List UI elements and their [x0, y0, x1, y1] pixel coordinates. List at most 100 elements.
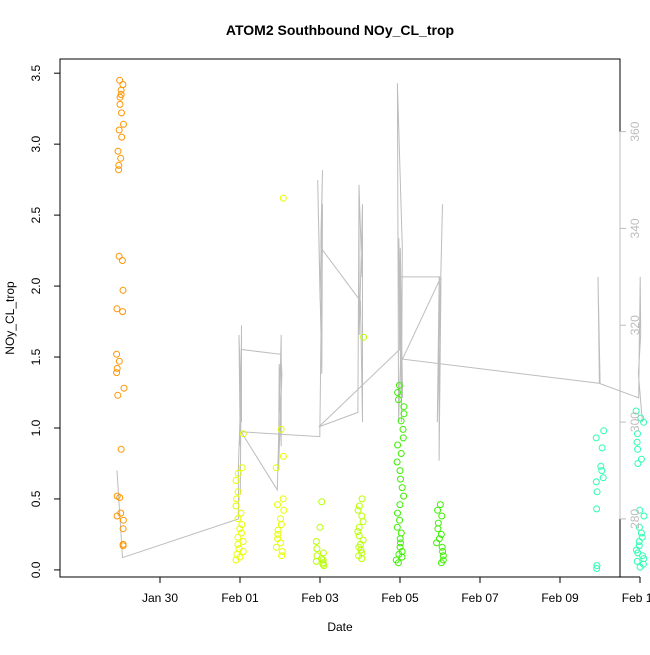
data-point [394, 389, 402, 396]
data-point [634, 430, 641, 438]
data-point [434, 519, 442, 527]
data-point [319, 560, 327, 568]
data-point [116, 76, 124, 84]
data-point [232, 477, 240, 484]
x-tick-label: Feb 05 [381, 591, 419, 605]
data-point [599, 474, 607, 482]
x-tick-label: Feb 01 [221, 591, 259, 605]
data-point [115, 166, 123, 174]
data-point [394, 441, 402, 449]
data-point [238, 464, 246, 472]
y-tick-label: 2.5 [29, 206, 43, 223]
data-point [633, 438, 641, 446]
data-point [277, 539, 284, 547]
data-point [279, 452, 287, 460]
data-point [114, 391, 122, 399]
data-point [238, 521, 246, 528]
data-point [277, 521, 285, 528]
x-axis-label: Date [327, 620, 353, 634]
data-point [399, 425, 407, 433]
y-tick-label: 0.0 [29, 561, 43, 578]
data-point [113, 350, 121, 358]
data-point [638, 533, 646, 541]
data-point [632, 407, 640, 415]
data-point [277, 425, 285, 433]
data-point [120, 120, 127, 128]
data-point [115, 357, 123, 365]
data-point [117, 154, 125, 162]
data-point [393, 523, 401, 531]
data-point [358, 512, 366, 520]
data-point [239, 430, 247, 438]
data-point [234, 469, 242, 477]
data-point [116, 100, 124, 108]
data-point [434, 506, 442, 514]
data-point [396, 535, 404, 543]
data-point [116, 93, 124, 101]
data-point [119, 81, 127, 88]
data-point [239, 548, 247, 555]
data-point [434, 525, 442, 533]
plot-frame [59, 58, 621, 578]
data-point [115, 252, 123, 260]
data-point [233, 495, 241, 503]
data-point [598, 444, 606, 452]
data-point [398, 553, 406, 561]
data-point [312, 538, 320, 545]
data-point [395, 396, 402, 404]
data-point [355, 502, 363, 510]
data-point [274, 526, 282, 534]
right-tick-label: 340 [628, 218, 642, 238]
data-point [318, 498, 326, 506]
data-point [234, 533, 242, 541]
data-point [235, 545, 243, 553]
data-point [239, 538, 247, 545]
right-y-axis: 280 300 320 340 360 [619, 121, 642, 529]
data-point [277, 515, 284, 523]
chart-title: ATOM2 Southbound NOy_CL_trop [226, 22, 454, 38]
y-tick-label: 3.5 [29, 65, 43, 82]
right-tick-label: 300 [628, 412, 642, 432]
y-tick-label: 1.5 [29, 348, 43, 365]
data-point [115, 126, 123, 134]
data-point [438, 543, 446, 551]
data-point [232, 502, 240, 510]
data-point [396, 467, 404, 475]
data-point [279, 495, 287, 503]
data-point [234, 515, 242, 523]
x-tick-label: Feb 07 [461, 591, 499, 605]
data-point [117, 86, 125, 94]
y-tick-label: 2.0 [29, 277, 43, 294]
x-tick-label: Feb 09 [541, 591, 579, 605]
data-point [280, 506, 288, 514]
data-point [237, 509, 245, 517]
data-point [633, 557, 641, 565]
data-point [436, 501, 444, 509]
y-axis-label: NOy_CL_trop [3, 281, 17, 355]
data-point [437, 559, 445, 567]
data-point [438, 512, 446, 520]
data-point [115, 161, 123, 169]
data-point [117, 445, 125, 453]
y-tick-label: 0.5 [29, 490, 43, 507]
data-point [274, 501, 281, 509]
data-points-layer [113, 76, 648, 572]
data-point [357, 546, 365, 554]
data-point [593, 562, 601, 570]
data-point [358, 555, 366, 563]
data-point [396, 501, 404, 509]
data-point [636, 563, 644, 571]
data-point [312, 557, 320, 565]
data-point [119, 516, 127, 524]
data-point [593, 488, 601, 496]
x-tick-label: Jan 30 [142, 591, 178, 605]
data-point [119, 542, 127, 550]
right-tick-label: 280 [628, 509, 642, 529]
data-point [397, 417, 405, 425]
data-point [437, 530, 445, 538]
data-point [400, 410, 408, 418]
data-point [636, 506, 644, 514]
data-point [395, 381, 403, 389]
data-point [393, 458, 401, 466]
data-point [232, 556, 240, 564]
